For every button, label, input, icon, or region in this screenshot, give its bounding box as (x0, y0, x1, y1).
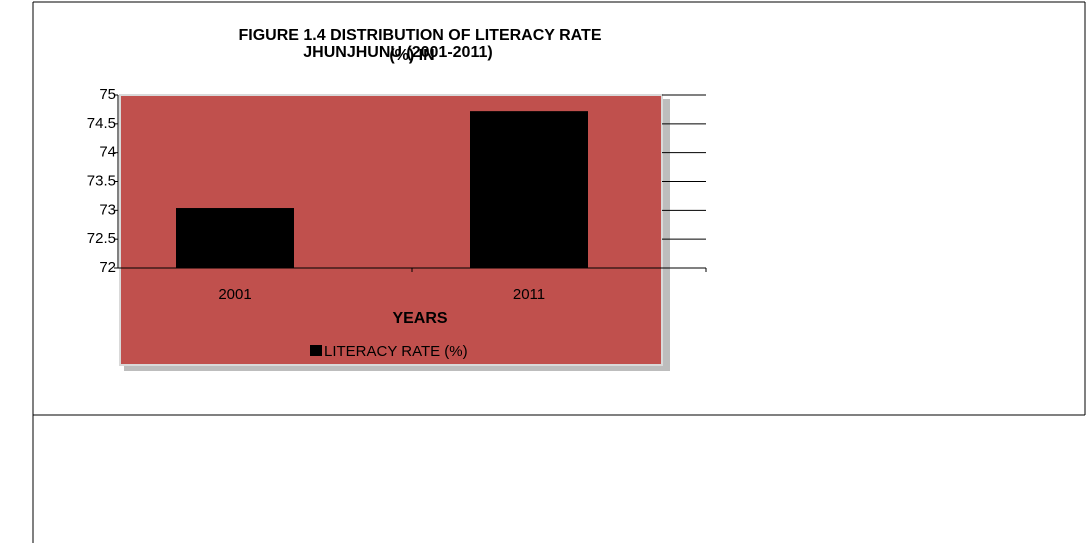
x-tick-label: 2011 (513, 286, 545, 303)
chart-title: FIGURE 1.4 DISTRIBUTION OF LITERACY RATE (239, 27, 602, 44)
x-axis-label: YEARS (392, 310, 447, 327)
y-tick-label: 73 (99, 201, 116, 218)
y-tick-label: 72.5 (87, 230, 116, 247)
y-tick-label: 72 (99, 259, 116, 276)
x-tick-label: 2001 (218, 286, 251, 303)
legend-swatch (310, 345, 322, 356)
bar (176, 208, 294, 268)
chart-title: (%) IN (389, 47, 434, 64)
y-tick-label: 74.5 (87, 115, 116, 132)
legend-label: LITERACY RATE (%) (324, 343, 468, 360)
bar (470, 111, 588, 268)
y-tick-label: 75 (99, 86, 116, 103)
y-tick-label: 74 (99, 144, 116, 161)
chart-title: JHUNJHUNU (2001-2011) (303, 44, 492, 61)
y-tick-label: 73.5 (87, 172, 116, 189)
